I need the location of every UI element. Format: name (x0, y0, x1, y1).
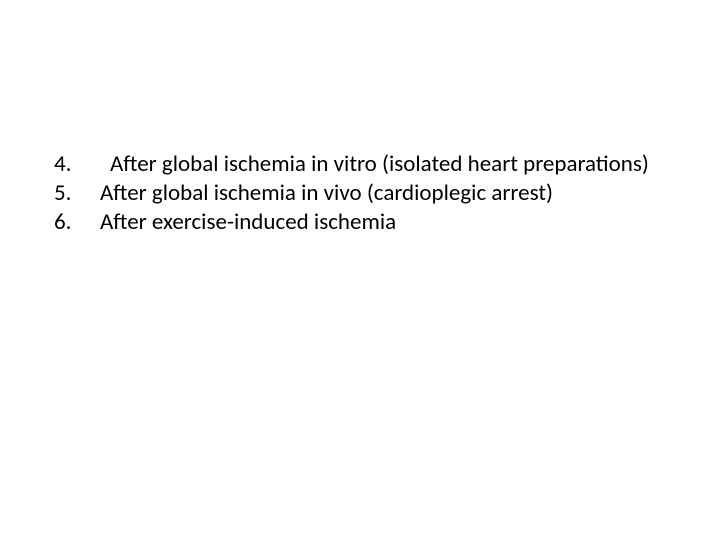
list-text: After global ischemia in vivo (cardiople… (100, 179, 672, 208)
numbered-list: 4. After global ischemia in vitro (isola… (48, 150, 672, 236)
list-item: 4. After global ischemia in vitro (isola… (48, 150, 672, 179)
list-number: 6. (48, 208, 100, 237)
list-text: After exercise-induced ischemia (100, 208, 672, 237)
list-number: 4. (48, 150, 100, 179)
slide: 4. After global ischemia in vitro (isola… (0, 0, 720, 540)
list-number: 5. (48, 179, 100, 208)
list-item: 5. After global ischemia in vivo (cardio… (48, 179, 672, 208)
list-text-inner: After global ischemia in vitro (isolated… (100, 150, 649, 178)
list-text: After global ischemia in vitro (isolated… (100, 150, 672, 179)
list-item: 6. After exercise-induced ischemia (48, 208, 672, 237)
content-block: 4. After global ischemia in vitro (isola… (48, 150, 672, 236)
